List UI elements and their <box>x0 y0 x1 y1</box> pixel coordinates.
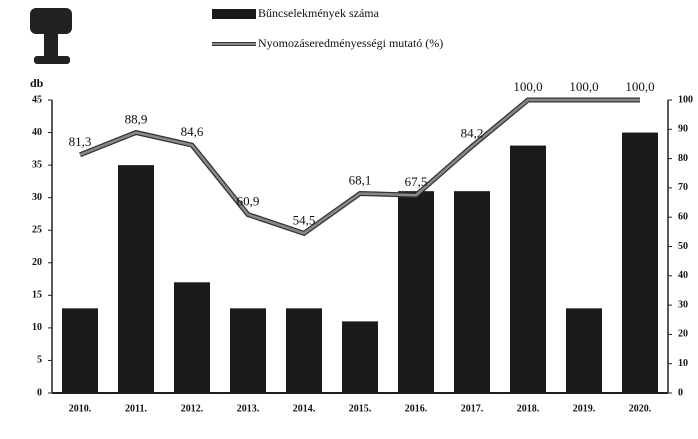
y-tick-label: 10 <box>32 322 42 333</box>
y2-tick-label: 80 <box>678 153 688 164</box>
data-label: 88,9 <box>125 112 148 127</box>
y-axis-label: db <box>30 76 44 90</box>
x-tick-label: 2012. <box>181 403 204 414</box>
bar <box>342 321 378 393</box>
bar <box>454 191 490 393</box>
bar <box>286 308 322 393</box>
x-tick-label: 2011. <box>125 403 147 414</box>
logo <box>30 8 72 64</box>
bar <box>174 282 210 393</box>
line-outline <box>79 97 640 237</box>
bar <box>62 308 98 393</box>
legend-label: Bűncselekmények száma <box>258 6 380 20</box>
x-tick-label: 2015. <box>349 403 372 414</box>
data-label: 67,5 <box>405 174 428 189</box>
y-tick-label: 15 <box>32 290 42 301</box>
x-tick-label: 2013. <box>237 403 260 414</box>
data-label: 60,9 <box>237 194 260 209</box>
y-tick-label: 30 <box>32 192 42 203</box>
y-tick-label: 40 <box>32 127 42 138</box>
y2-tick-label: 30 <box>678 299 688 310</box>
x-tick-label: 2014. <box>293 403 316 414</box>
data-label: 81,3 <box>69 134 92 149</box>
y-tick-label: 20 <box>32 257 42 268</box>
data-label: 100,0 <box>625 79 654 94</box>
data-label: 54,5 <box>293 212 316 227</box>
y2-tick-label: 90 <box>678 124 688 135</box>
y2-tick-label: 60 <box>678 211 688 222</box>
y2-tick-label: 100 <box>678 94 693 105</box>
y2-tick-label: 10 <box>678 358 688 369</box>
data-label: 68,1 <box>349 172 372 187</box>
y-tick-label: 0 <box>37 387 42 398</box>
bar <box>566 308 602 393</box>
y2-tick-label: 50 <box>678 241 688 252</box>
legend-swatch <box>212 9 256 19</box>
data-label: 100,0 <box>513 79 542 94</box>
bar <box>510 145 546 393</box>
data-label: 84,6 <box>181 124 204 139</box>
x-tick-label: 2020. <box>629 403 652 414</box>
data-label: 100,0 <box>569 79 598 94</box>
y2-tick-label: 20 <box>678 329 688 340</box>
line <box>79 98 640 235</box>
data-label: 84,2 <box>461 125 484 140</box>
x-tick-label: 2017. <box>461 403 484 414</box>
x-tick-label: 2019. <box>573 403 596 414</box>
x-tick-label: 2010. <box>69 403 92 414</box>
bar <box>230 308 266 393</box>
bar <box>118 165 154 393</box>
y-tick-label: 25 <box>32 225 42 236</box>
y-tick-label: 35 <box>32 159 42 170</box>
y-tick-label: 5 <box>37 355 42 366</box>
y-tick-label: 45 <box>32 94 42 105</box>
y2-tick-label: 70 <box>678 182 688 193</box>
x-tick-label: 2018. <box>517 403 540 414</box>
legend-label: Nyomozáseredményességi mutató (%) <box>258 36 443 50</box>
y2-tick-label: 40 <box>678 270 688 281</box>
x-tick-label: 2016. <box>405 403 428 414</box>
y2-tick-label: 0 <box>678 387 683 398</box>
bar <box>622 132 658 394</box>
bar <box>398 191 434 393</box>
